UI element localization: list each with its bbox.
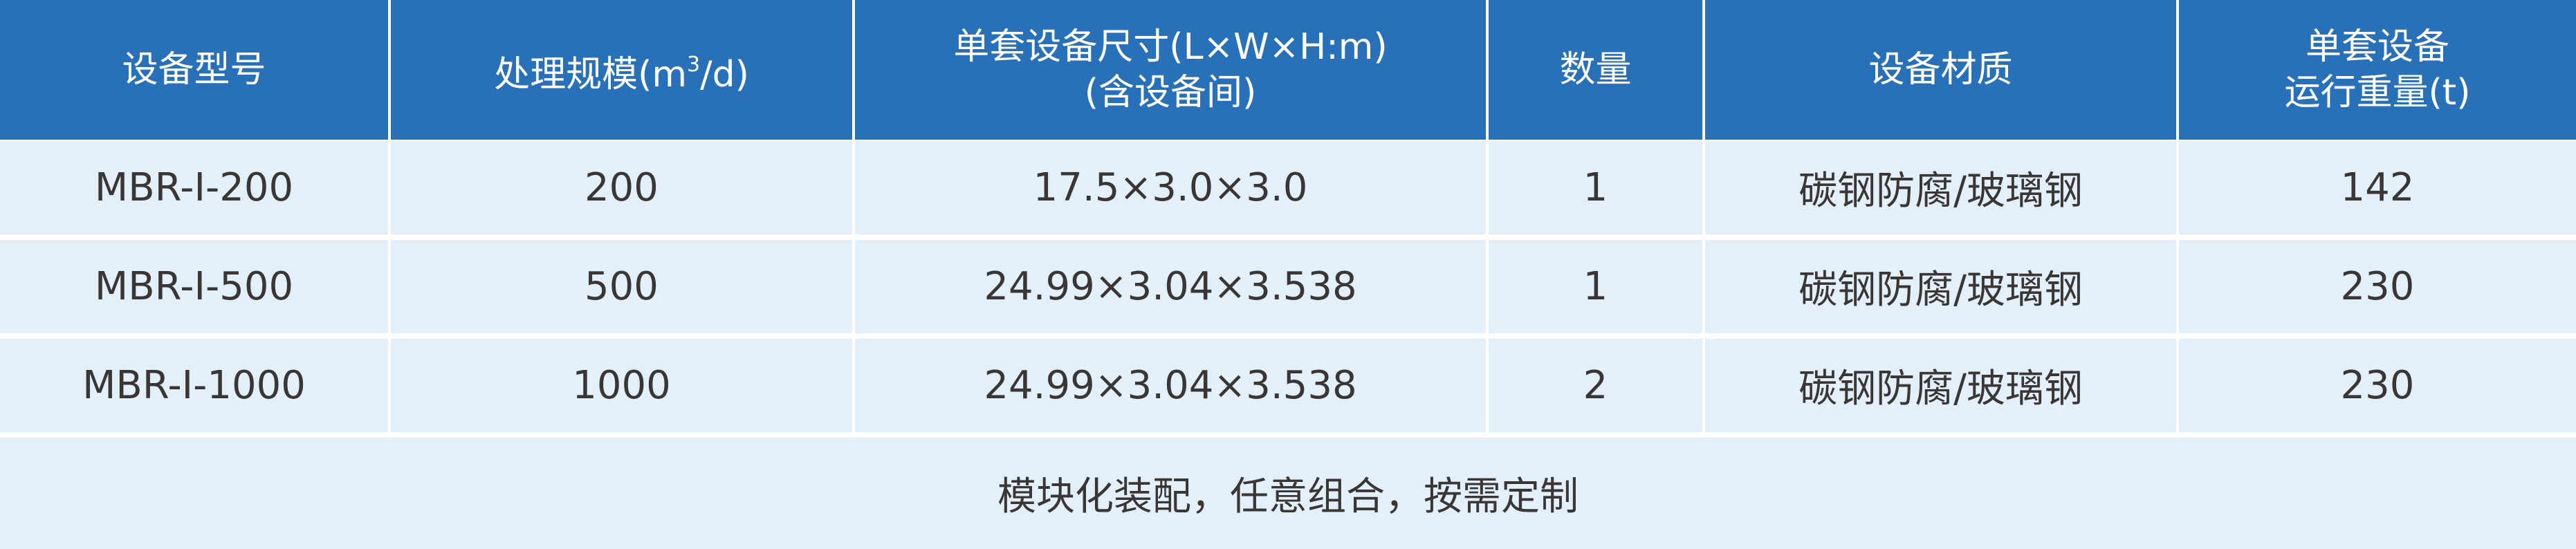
header-weight-line2: 运行重量(t) [2284,72,2471,113]
cell-model: MBR-I-500 [0,240,391,333]
header-model: 设备型号 [0,0,391,140]
table-header: 设备型号 处理规模(m3/d) 单套设备尺寸(L×W×H:m) (含设备间) 数量… [0,0,2576,140]
cell-capacity: 500 [391,240,855,333]
header-material: 设备材质 [1705,0,2179,140]
header-capacity: 处理规模(m3/d) [391,0,855,140]
table-row: MBR-I-500 500 24.99×3.04×3.538 1 碳钢防腐/玻璃… [0,240,2576,333]
table-row: MBR-I-200 200 17.5×3.0×3.0 1 碳钢防腐/玻璃钢 14… [0,141,2576,234]
cell-material: 碳钢防腐/玻璃钢 [1705,240,2179,333]
cell-capacity: 1000 [391,339,855,432]
cell-model: MBR-I-200 [0,141,391,234]
cell-weight: 230 [2340,363,2415,408]
cell-quantity: 2 [1489,339,1705,432]
table-row: MBR-I-1000 1000 24.99×3.04×3.538 2 碳钢防腐/… [0,339,2576,432]
cell-quantity: 1 [1489,240,1705,333]
header-quantity: 数量 [1489,0,1705,140]
header-capacity-main: 处理规模(m [494,54,688,95]
header-model-label: 设备型号 [122,49,266,91]
cell-size: 24.99×3.04×3.538 [855,240,1489,333]
header-capacity-end: /d) [700,54,749,95]
cell-material: 碳钢防腐/玻璃钢 [1705,339,2179,432]
cell-weight: 230 [2340,264,2415,309]
cell-material: 碳钢防腐/玻璃钢 [1705,141,2179,234]
header-size-line1: 单套设备尺寸(L×W×H:m) [953,26,1388,68]
table-footer-note: 模块化装配，任意组合，按需定制 [0,438,2576,549]
cell-model: MBR-I-1000 [0,339,391,432]
cell-size: 17.5×3.0×3.0 [855,141,1489,234]
cell-size: 24.99×3.04×3.538 [855,339,1489,432]
header-size: 单套设备尺寸(L×W×H:m) (含设备间) [855,0,1489,140]
cell-capacity: 200 [391,141,855,234]
cell-quantity: 1 [1489,141,1705,234]
cell-weight: 142 [2340,165,2415,210]
header-weight-line1: 单套设备 [2305,26,2449,68]
header-capacity-label: 处理规模(m3/d) [494,42,749,97]
header-quantity-label: 数量 [1559,49,1632,91]
header-size-line2: (含设备间) [1084,72,1257,113]
header-weight: 单套设备 运行重量(t) [2179,0,2576,140]
header-material-label: 设备材质 [1868,49,2013,91]
header-capacity-sup: 3 [687,53,701,77]
